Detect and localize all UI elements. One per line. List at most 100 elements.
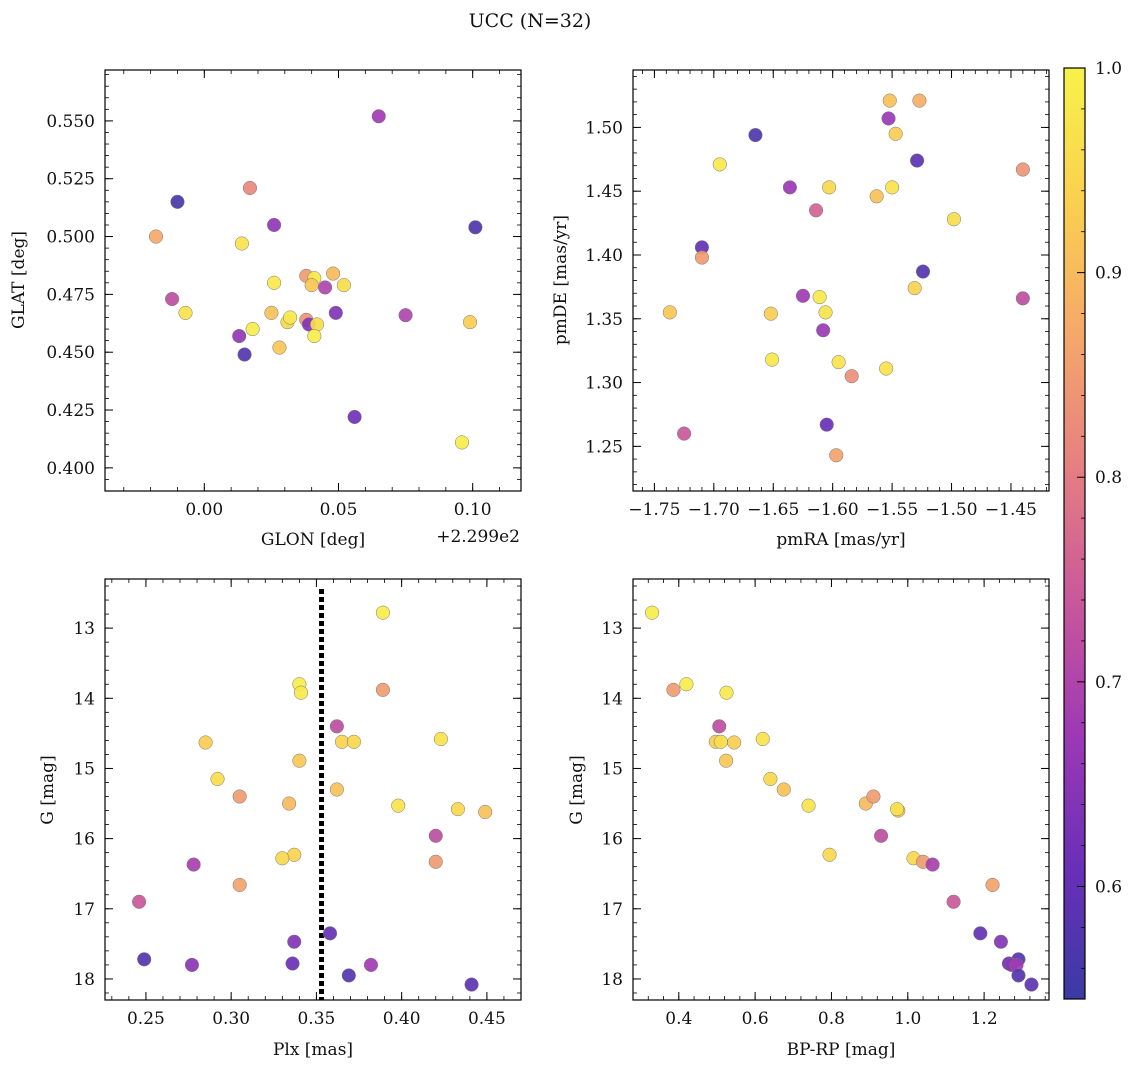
panel-pmra-pmde-point [831,355,846,370]
panel-bprp-g-y-tick-label: 13 [601,619,623,639]
panel-plx-g-point [322,926,338,941]
panel-bprp-g-y-tick-label: 17 [601,900,623,920]
panel-bprp-g-point [645,605,660,620]
panel-plx-g-point [287,847,302,862]
panel-glon-glat: GLON [deg] GLAT [deg] +2.299e2 0.00 0.05 0… [9,69,522,550]
panel-pmra-pmde-point [829,448,844,463]
panel-glon-glat-point [178,305,193,320]
panel-glon-glat-xlabel: GLON [deg] [261,530,365,550]
panel-plx-g-point [375,605,390,620]
panel-bprp-g-y-tick-label: 16 [601,830,623,850]
panel-bprp-g-point [776,782,791,797]
panel-glon-glat-y-tick-label: 0.550 [46,112,95,132]
panel-glon-glat-point [234,236,249,251]
panel-bprp-g-x-tick-label: 0.8 [818,1009,845,1029]
panel-plx-g-x-tick-label: 0.35 [297,1009,335,1029]
colorbar-gradient [1063,67,1086,1000]
panel-pmra-pmde-y-tick-label: 1.35 [585,310,623,330]
panel-plx-g-y-tick-label: 13 [73,619,95,639]
panel-pmra-pmde-point [765,352,780,367]
panel-pmra-pmde-point [818,305,833,320]
colorbar-tick-label: 0.6 [1095,877,1122,897]
panel-plx-g-point [363,957,379,972]
panel-plx-g-xlabel: Plx [mas] [273,1040,353,1060]
panel-glon-glat-point [245,322,260,337]
panel-pmra-pmde: pmRA [mas/yr] pmDE [mas/yr] −1.75 −1.70 −1… [551,69,1050,550]
panel-glon-glat-point [336,278,351,293]
panel-bprp-g-point [925,857,940,872]
panel-glon-glat-point [264,305,279,320]
panel-bprp-g-point [666,682,681,697]
colorbar-tick-label: 0.7 [1095,673,1122,693]
panel-bprp-g-x-tick-label: 1.2 [971,1009,998,1029]
panel-pmra-pmde-point [748,128,763,143]
colorbar-tick-label: 1.0 [1095,59,1122,79]
panel-plx-g-point [184,957,200,972]
panel-glon-glat-point [328,305,343,320]
panel-plx-g-x-tick-label: 0.45 [468,1009,506,1029]
panel-glon-glat-point [283,310,298,325]
panel-bprp-g-point [712,719,727,734]
panel-pmra-pmde-x-tick-label: −1.75 [628,500,680,520]
panel-plx-g-point [198,735,213,750]
panel-glon-glat-point [309,317,325,332]
panel-glon-glat-point [462,315,478,330]
panel-plx-g-y-tick-label: 14 [73,689,95,709]
panel-bprp-g-point [1024,977,1039,992]
panel-plx-g-x-tick-label: 0.25 [127,1009,165,1029]
panel-plx-g-y-tick-label: 17 [73,900,95,920]
panel-bprp-g-x-tick-label: 0.6 [742,1009,769,1029]
panel-plx-g-point [450,802,465,817]
panel-pmra-pmde-x-tick-label: −1.50 [925,500,977,520]
panel-plx-g-point [428,854,443,869]
panel-glon-glat-y-tick-label: 0.400 [46,459,95,479]
panel-glon-glat-point [267,217,282,233]
panel-plx-g-point [137,952,152,967]
panel-plx-g-point [329,719,344,734]
panel-pmra-pmde-point [882,93,897,108]
panel-bprp-g-point [801,798,816,813]
panel-glon-glat-point [272,340,287,355]
panel-pmra-pmde-y-tick-label: 1.50 [585,118,623,138]
colorbar-tick-label: 0.9 [1095,264,1122,284]
panel-bprp-g-y-tick-label: 15 [601,759,623,779]
panel-glon-glat-point [242,180,257,196]
panel-plx-g-point [285,956,300,971]
panel-glon-glat-x-tick-label: 0.05 [320,500,358,520]
panel-pmra-pmde-point [712,157,727,172]
panel-pmra-pmde-point [844,369,859,384]
panel-plx-g-point [186,857,201,872]
panel-pmra-pmde-point [782,180,797,195]
panel-pmra-pmde-y-tick-label: 1.30 [585,374,623,394]
panel-pmra-pmde-point [912,93,927,108]
panel-plx-g-point [329,782,344,797]
panel-bprp-g-point [985,877,1000,892]
panel-bprp-g-point [755,731,770,747]
panel-pmra-pmde-point [694,250,709,265]
panel-glon-glat-point [398,308,413,323]
panel-glon-glat-point [148,229,164,244]
panel-plx-g-point [232,877,247,892]
panel-pmra-pmde-point [677,426,692,441]
panel-pmra-pmde-x-tick-label: −1.70 [688,500,740,520]
panel-pmra-pmde-point [812,290,827,305]
panel-plx-g-point [287,934,302,949]
panel-pmra-pmde-point [910,153,925,168]
panel-bprp-g-point [713,734,728,749]
panel-plx-g-point [292,753,307,768]
panel-bprp-g-y-tick-label: 18 [601,970,623,990]
panel-pmra-pmde-point [888,126,903,141]
panel-glon-glat-point [232,328,247,344]
panel-glon-glat-point [267,275,282,290]
panel-pmra-pmde-point [885,180,900,195]
panel-pmra-pmde-point [808,203,824,218]
panel-bprp-g-point [763,771,778,787]
panel-pmra-pmde-x-tick-label: −1.45 [985,500,1037,520]
panel-glon-glat-y-tick-label: 0.475 [46,285,95,305]
panel-plx-g-point [275,851,290,866]
panel-plx-g-ylabel: G [mag] [38,755,58,824]
panel-bprp-g-frame [632,578,1050,1001]
panel-plx-g: Plx [mas] G [mag] 0.25 0.30 0.35 0.40 0.45 13… [38,578,522,1060]
